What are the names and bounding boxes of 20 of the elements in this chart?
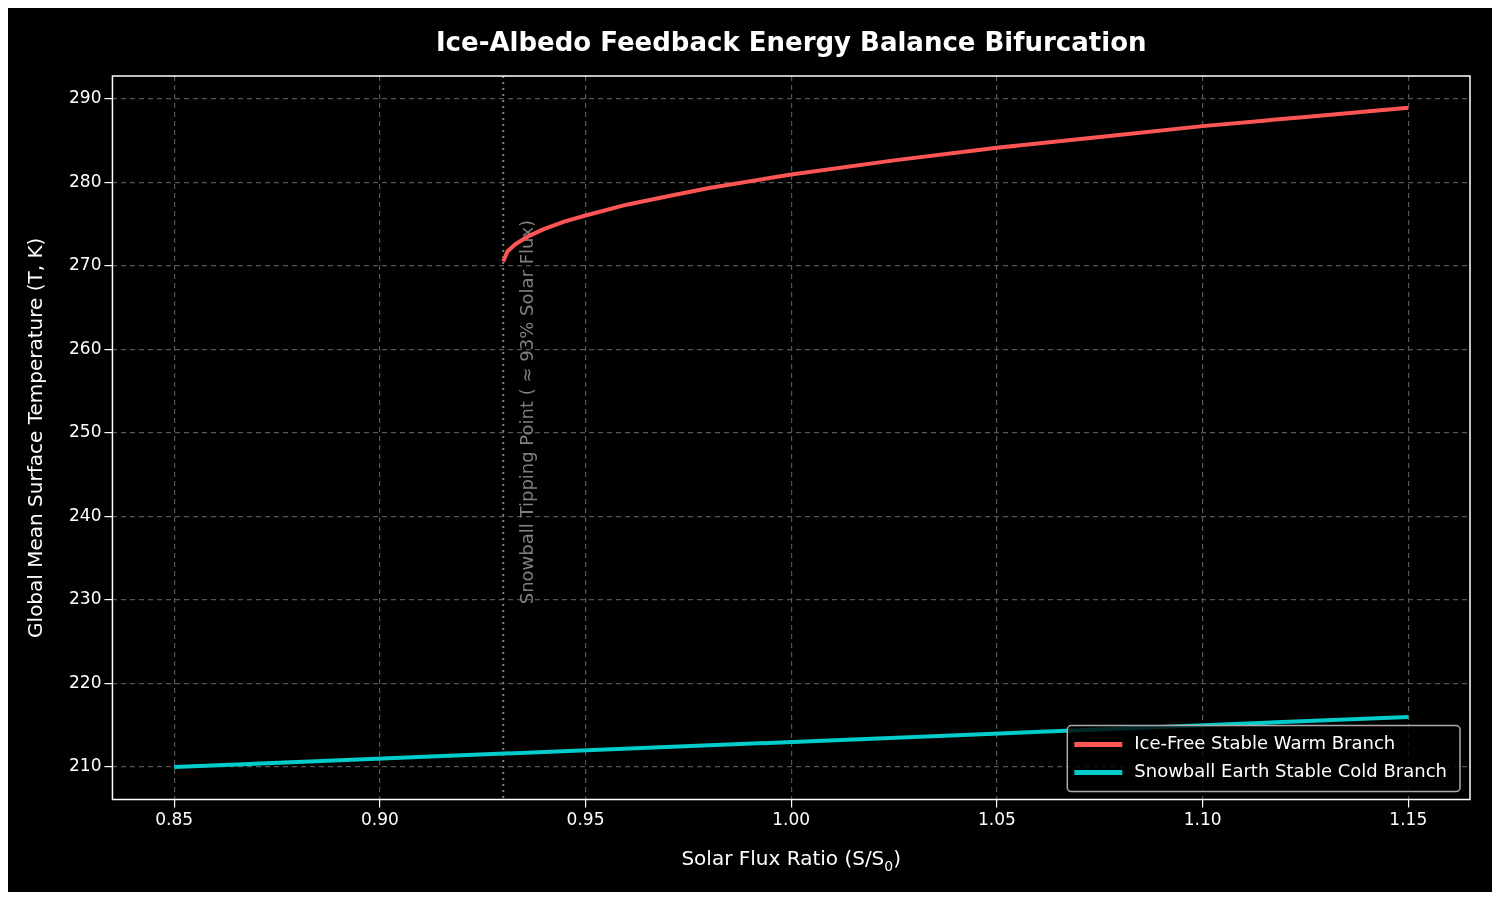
x-tick-label: 1.05	[977, 809, 1016, 830]
y-tick-label: 250	[68, 421, 102, 442]
x-tick-label: 1.15	[1389, 809, 1428, 830]
y-tick-label: 290	[68, 86, 102, 107]
legend-label: Snowball Earth Stable Cold Branch	[1134, 760, 1448, 782]
y-tick-label: 260	[68, 337, 102, 358]
chart-title: Ice-Albedo Feedback Energy Balance Bifurcation	[435, 27, 1147, 57]
y-tick-label: 270	[68, 254, 102, 275]
y-axis-title: Global Mean Surface Temperature (T, K)	[23, 237, 47, 638]
y-tick-label: 210	[68, 755, 102, 776]
x-tick-label: 0.95	[566, 809, 605, 830]
y-tick-label: 240	[68, 504, 102, 525]
x-tick-label: 1.10	[1183, 809, 1222, 830]
x-tick-label: 0.85	[155, 809, 194, 830]
legend-label: Ice-Free Stable Warm Branch	[1134, 732, 1396, 754]
y-tick-label: 220	[68, 671, 102, 692]
y-tick-label: 230	[68, 588, 102, 609]
x-tick-label: 0.90	[360, 809, 399, 830]
y-tick-label: 280	[68, 170, 102, 191]
x-tick-label: 1.00	[772, 809, 811, 830]
